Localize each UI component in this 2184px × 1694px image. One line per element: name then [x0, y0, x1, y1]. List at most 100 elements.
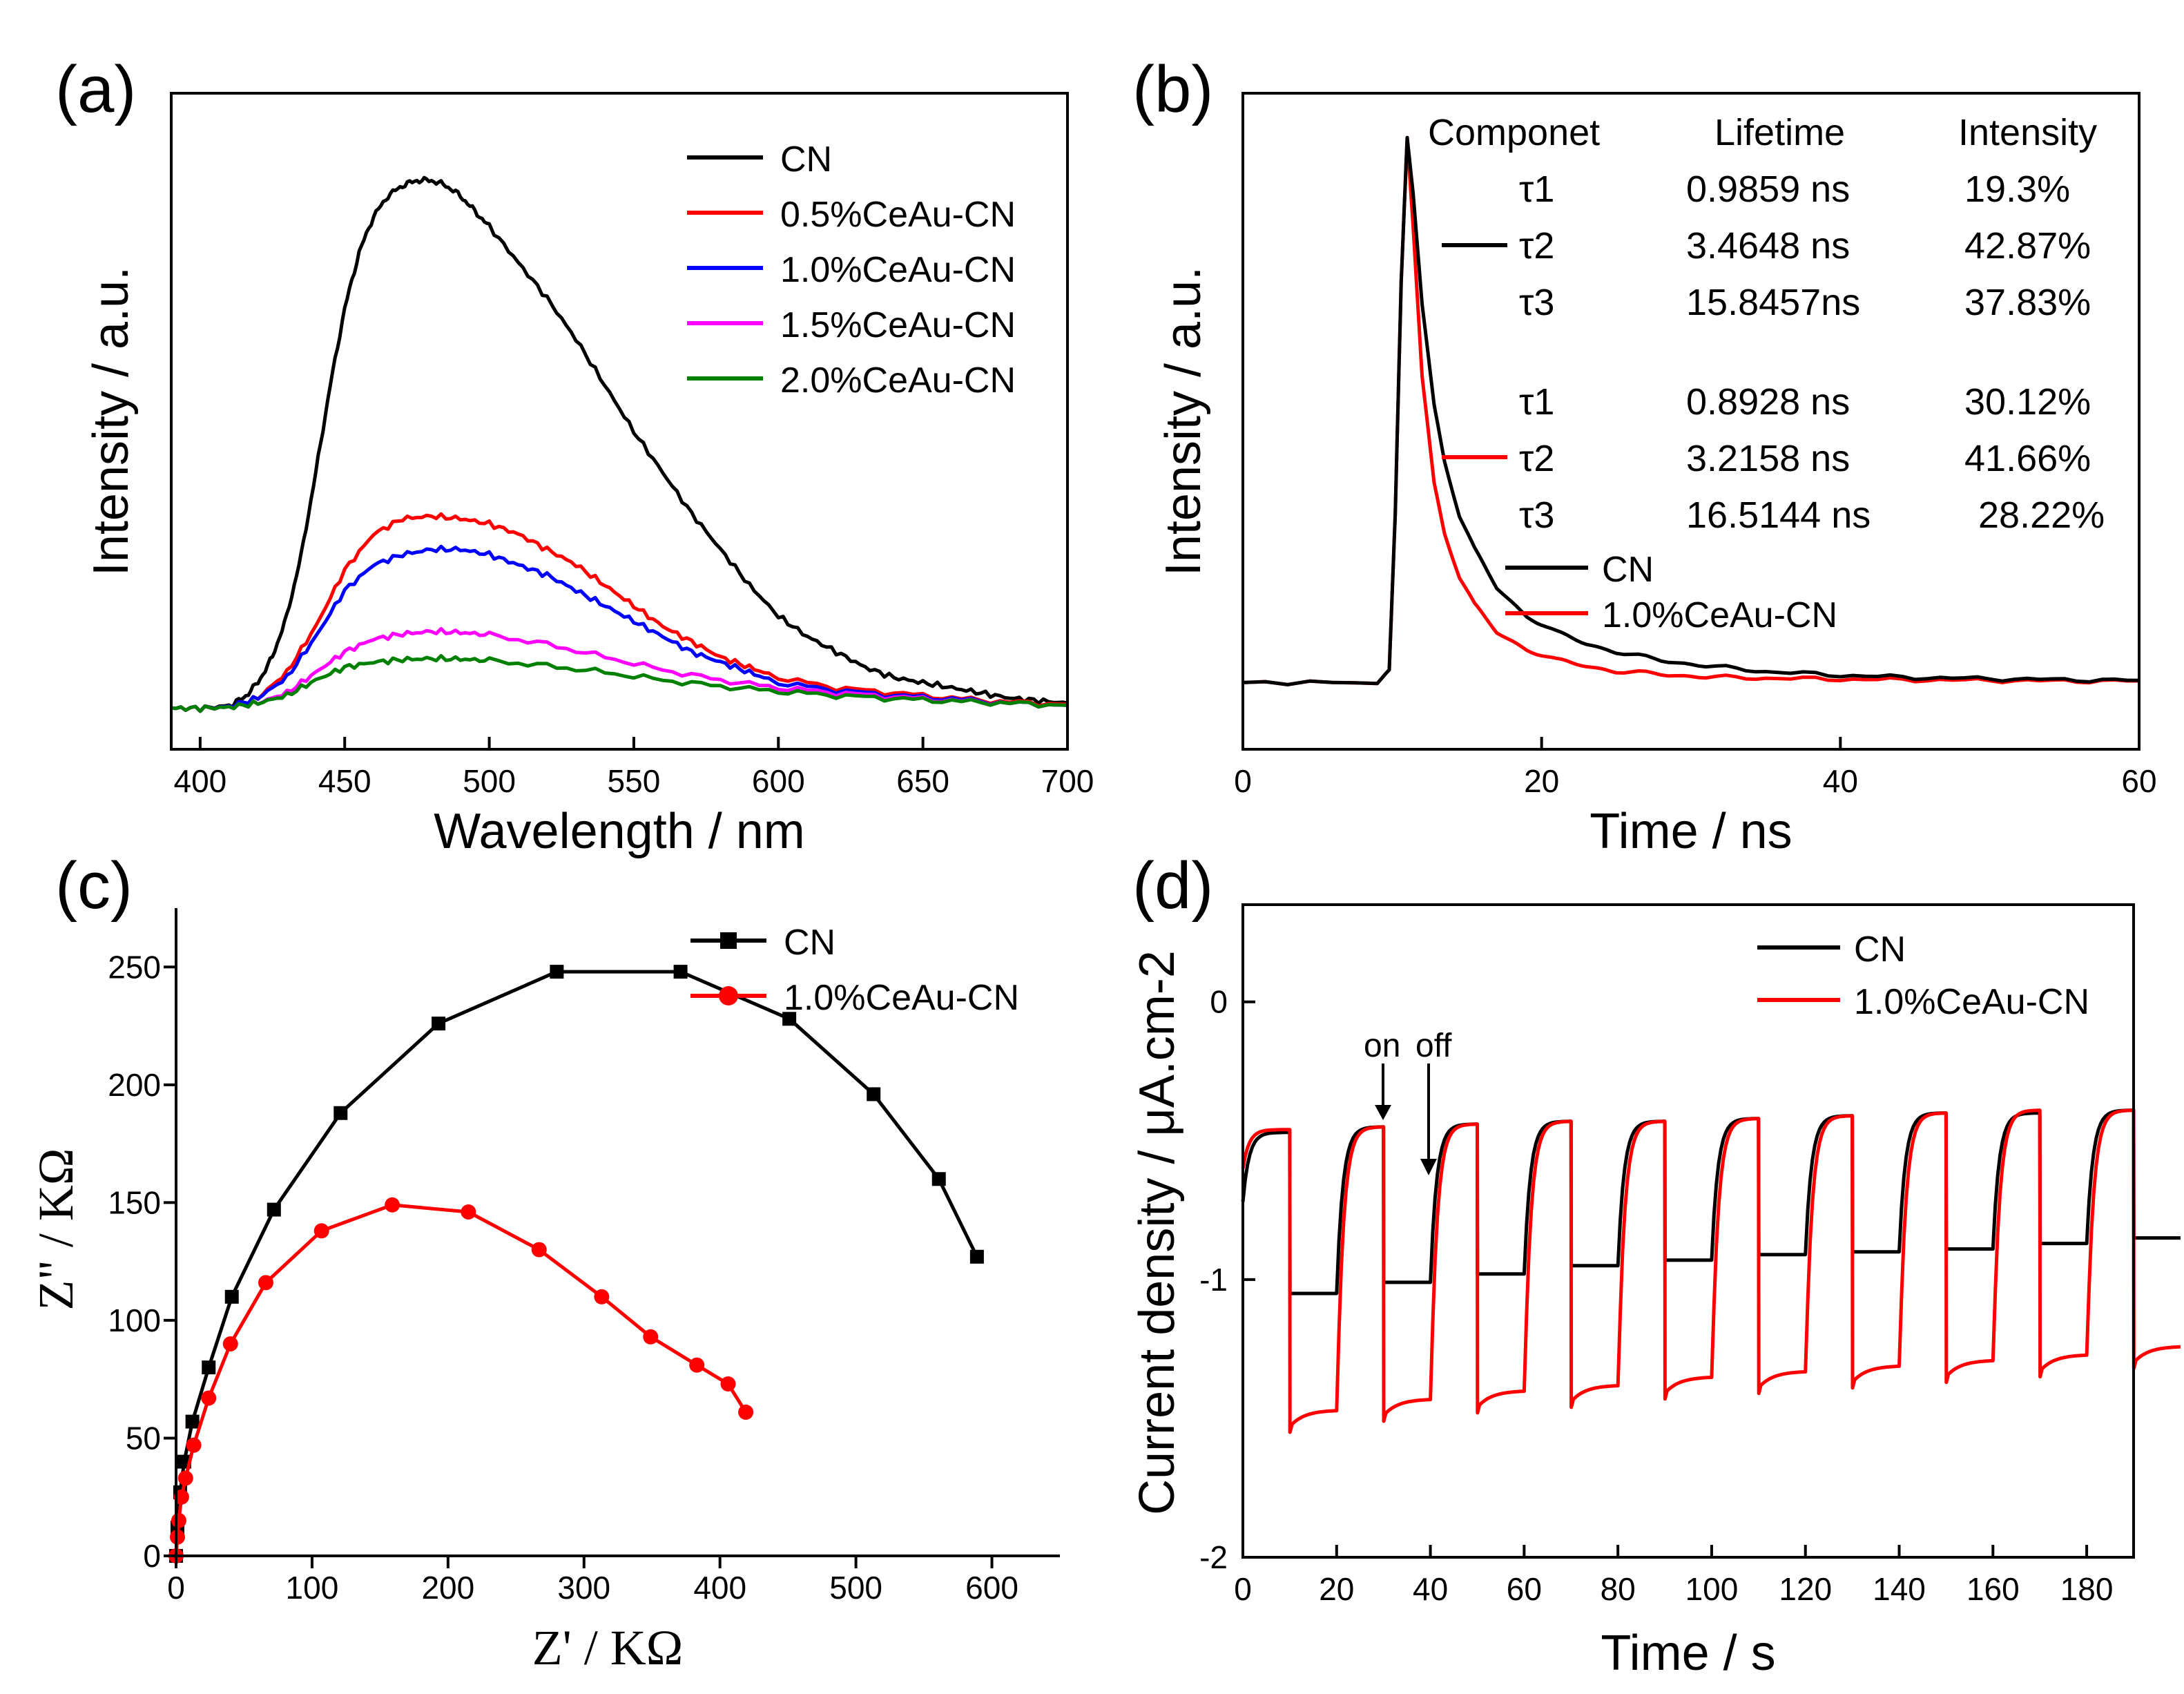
x-tick-label: 0: [1234, 763, 1252, 799]
series-line-cn: [1241, 1108, 2181, 1296]
data-point-cn: [224, 1289, 239, 1304]
panel-d-y-axis-label: Current density / μA.cm-2: [1130, 950, 1185, 1515]
table-cell-component: τ3: [1519, 494, 1554, 536]
panel-d-plot-area: [1241, 1108, 2181, 1434]
series-line-cn: [171, 175, 1068, 713]
panel-a-x-axis-label: Wavelength / nm: [434, 804, 805, 859]
table-cell-lifetime: 3.4648 ns: [1686, 225, 1850, 267]
legend-label-1-0-ceau-cn: 1.0%CeAu-CN: [1602, 595, 1837, 635]
annotation-on: on: [1364, 1028, 1400, 1064]
panel-c-y-axis-label: Z" / KΩ: [28, 1148, 84, 1311]
panel-d-frame: [1241, 903, 2135, 1559]
x-tick-label: 450: [318, 763, 371, 799]
panel-b: (b) 0 20 40 60 Time / ns Intensity / a.u. C…: [1132, 52, 2157, 859]
data-point-1-0-ceau-cn: [177, 1470, 193, 1486]
panel-d-label: (d): [1132, 849, 1213, 923]
annotation-off: off: [1415, 1028, 1452, 1064]
y-tick-label: -1: [1199, 1262, 1228, 1298]
table-row: τ1 0.9859 ns 19.3%: [1519, 169, 2070, 210]
data-point-1-0-ceau-cn: [720, 1376, 736, 1392]
x-tick-label: 700: [1041, 763, 1094, 799]
data-point-1-0-ceau-cn: [173, 1489, 189, 1505]
x-tick-label: 300: [557, 1570, 610, 1606]
data-point-1-0-ceau-cn: [594, 1289, 610, 1305]
table-row: τ3 15.8457ns 37.83%: [1519, 282, 2091, 323]
table-cell-component: τ1: [1519, 381, 1554, 423]
legend-marker-square: [720, 932, 737, 949]
data-point-1-0-ceau-cn: [689, 1357, 705, 1373]
y-tick-label: 0: [1210, 984, 1228, 1020]
x-tick-label: 200: [421, 1570, 474, 1606]
x-tick-label: 60: [1507, 1571, 1542, 1607]
table-row: τ1 0.8928 ns 30.12%: [1519, 381, 2091, 423]
table-cell-intensity: 19.3%: [1964, 169, 2070, 210]
legend-entry: CN: [690, 923, 835, 963]
x-tick-label: 600: [752, 763, 805, 799]
x-tick-label: 80: [1601, 1571, 1636, 1607]
table-cell-component: τ1: [1519, 169, 1554, 210]
panel-b-legend: CN 1.0%CeAu-CN: [1505, 550, 1837, 635]
x-tick-label: 600: [965, 1570, 1018, 1606]
legend-label-1-0-ceau-cn: 1.0%CeAu-CN: [1854, 982, 2089, 1022]
table-cell-intensity: 28.22%: [1978, 494, 2105, 536]
on-off-annotations: on off: [1364, 1028, 1452, 1175]
table-row: τ3 16.5144 ns 28.22%: [1519, 494, 2105, 536]
panel-a-y-axis-label: Intensity / a.u.: [84, 267, 139, 576]
legend-label-cn: CN: [1602, 550, 1654, 590]
legend-entry: 1.0%CeAu-CN: [690, 978, 1019, 1018]
table-cell-lifetime: 0.9859 ns: [1686, 169, 1850, 210]
panel-d-y-ticks: 0 -1 -2: [1199, 984, 1255, 1575]
data-point-1-0-ceau-cn: [643, 1329, 659, 1345]
x-tick-label: 400: [173, 763, 226, 799]
panel-d-legend: CN 1.0%CeAu-CN: [1757, 930, 2089, 1022]
legend-label-1-0-ceau-cn: 1.0%CeAu-CN: [780, 250, 1016, 290]
data-point-cn: [931, 1172, 946, 1186]
legend-entry: 1.0%CeAu-CN: [687, 250, 1016, 290]
data-point-1-0-ceau-cn: [313, 1223, 329, 1239]
panel-b-x-ticks: 0 20 40 60: [1234, 737, 2157, 799]
data-point-1-0-ceau-cn: [201, 1390, 217, 1406]
series-line-cn: [1242, 135, 2140, 686]
y-tick-label: 0: [143, 1538, 161, 1574]
legend-entry: CN: [1757, 930, 1906, 970]
data-point-cn: [267, 1202, 281, 1217]
y-tick-label: -2: [1199, 1539, 1228, 1575]
data-point-cn: [334, 1106, 348, 1120]
data-point-cn: [969, 1249, 984, 1264]
x-tick-label: 180: [2060, 1571, 2114, 1607]
table-header-lifetime: Lifetime: [1714, 112, 1845, 153]
panel-d: (d) 0 20 40 60 80 100 120 140 160 180 0 -1 -2 Time …: [1130, 849, 2181, 1681]
table-cell-component: τ2: [1519, 225, 1554, 267]
data-point-1-0-ceau-cn: [531, 1242, 547, 1258]
panel-c-x-ticks: 0 100 200 300 400 500 600: [167, 1556, 1018, 1606]
x-tick-label: 40: [1823, 763, 1858, 799]
data-point-1-0-ceau-cn: [171, 1512, 186, 1528]
panel-b-frame: [1241, 92, 2140, 751]
panel-d-x-ticks: 0 20 40 60 80 100 120 140 160 180: [1234, 1545, 2113, 1607]
panel-c-x-axis-label: Z' / KΩ: [532, 1620, 683, 1675]
table-cell-lifetime: 3.2158 ns: [1686, 438, 1850, 479]
x-tick-label: 140: [1873, 1571, 1926, 1607]
legend-entry: 0.5%CeAu-CN: [687, 195, 1016, 235]
panel-b-label: (b): [1132, 52, 1213, 126]
panel-c-plot-area: [168, 965, 984, 1563]
lifetime-table: Componet Lifetime Intensity τ1 0.9859 ns…: [1428, 112, 2105, 536]
data-point-1-0-ceau-cn: [186, 1437, 202, 1453]
data-point-cn: [867, 1087, 881, 1101]
table-header-intensity: Intensity: [1958, 112, 2097, 153]
panel-a-label: (a): [55, 52, 136, 126]
panel-b-x-axis-label: Time / ns: [1589, 804, 1792, 859]
x-tick-label: 500: [829, 1570, 882, 1606]
x-tick-label: 400: [693, 1570, 746, 1606]
x-tick-label: 650: [896, 763, 949, 799]
data-point-1-0-ceau-cn: [222, 1336, 238, 1352]
y-tick-label: 150: [108, 1184, 161, 1220]
y-tick-label: 250: [108, 949, 161, 985]
x-tick-label: 60: [2121, 763, 2156, 799]
y-tick-label: 100: [108, 1302, 161, 1338]
series-line-1-0-ceau-cn: [171, 544, 1068, 713]
table-cell-lifetime: 16.5144 ns: [1686, 494, 1871, 536]
panel-c-legend: CN 1.0%CeAu-CN: [690, 923, 1019, 1018]
legend-label-2-0-ceau-cn: 2.0%CeAu-CN: [780, 360, 1016, 401]
